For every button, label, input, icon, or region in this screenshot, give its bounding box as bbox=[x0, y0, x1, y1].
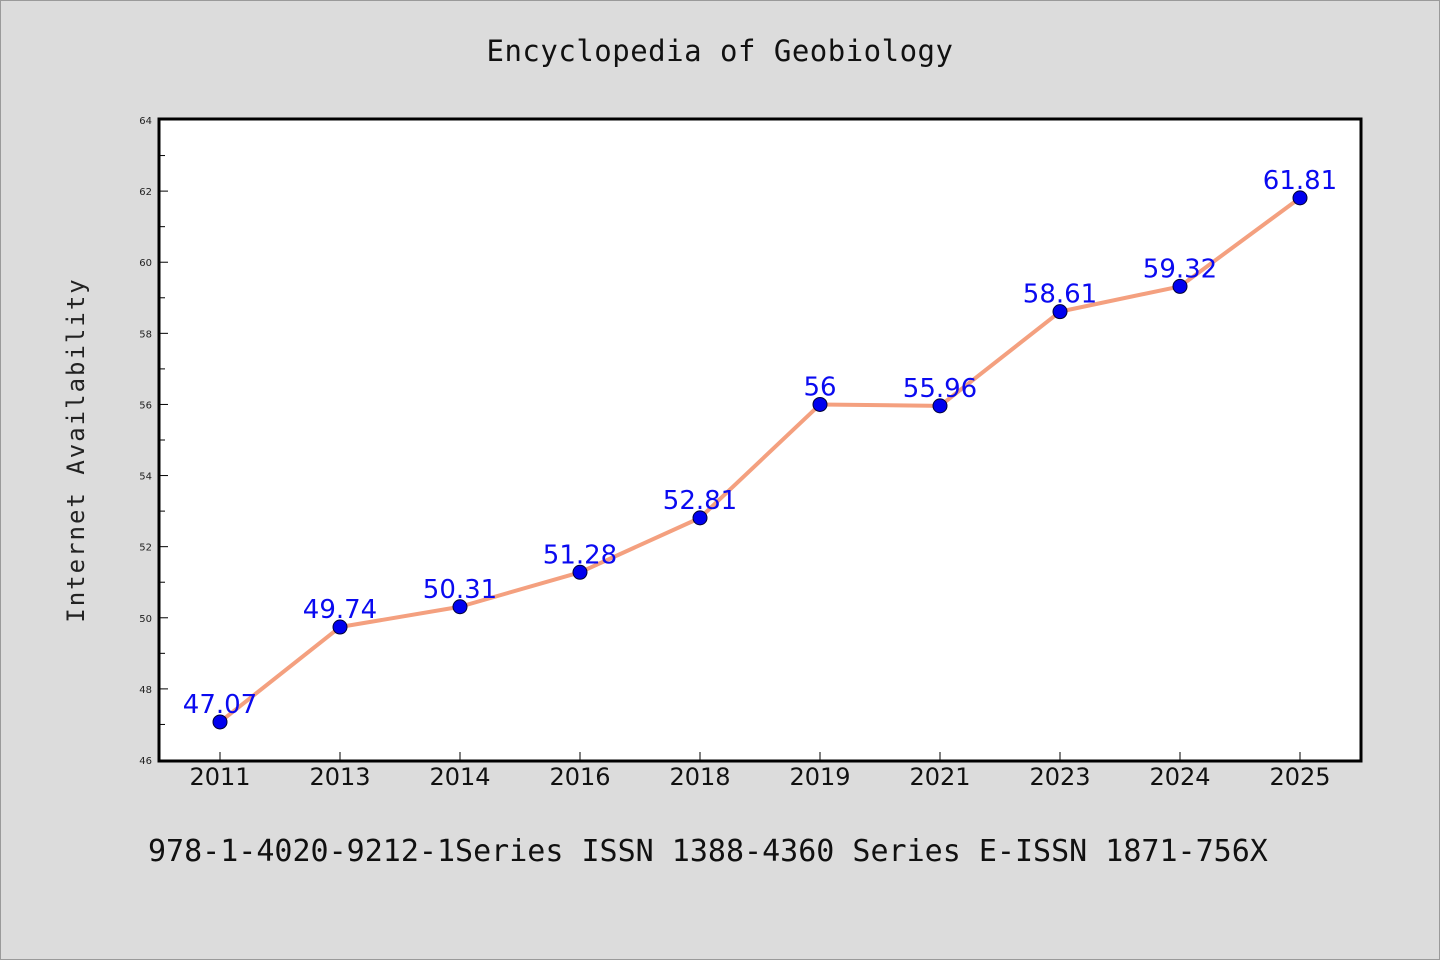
data-point bbox=[452, 599, 468, 615]
data-point bbox=[1292, 190, 1308, 206]
data-label: 52.81 bbox=[663, 486, 737, 516]
y-tick-label: 60 bbox=[139, 258, 152, 269]
series-point-group bbox=[212, 190, 1308, 730]
y-tick-label: 64 bbox=[139, 116, 152, 127]
data-label: 59.32 bbox=[1143, 254, 1217, 284]
data-label: 47.07 bbox=[183, 690, 257, 720]
plot-area bbox=[157, 117, 1363, 763]
data-label: 55.96 bbox=[903, 374, 977, 404]
y-tick-label: 46 bbox=[139, 756, 152, 767]
series-line-group bbox=[218, 195, 1302, 724]
chart-title: Encyclopedia of Geobiology bbox=[486, 34, 954, 68]
data-label: 49.74 bbox=[303, 595, 377, 625]
x-axis: 2011 2013 2014 2016 2018 2019 2021 2023 2024 2025 bbox=[189, 752, 1331, 791]
data-point bbox=[692, 510, 708, 526]
x-tick-label: 2014 bbox=[429, 763, 490, 791]
data-point bbox=[812, 396, 828, 412]
data-label: 50.31 bbox=[423, 575, 497, 605]
x-tick-label: 2013 bbox=[309, 763, 370, 791]
x-tick-label: 2018 bbox=[669, 763, 730, 791]
y-tick-label: 58 bbox=[139, 329, 152, 340]
x-tick-label: 2011 bbox=[189, 763, 250, 791]
data-point bbox=[212, 714, 228, 730]
data-label: 61.81 bbox=[1263, 166, 1337, 196]
data-label: 56 bbox=[803, 372, 836, 402]
data-label-group: 47.07 49.74 50.31 51.28 52.81 56 55.96 58.61 59.… bbox=[183, 166, 1337, 720]
x-tick-label: 2024 bbox=[1149, 763, 1210, 791]
data-point bbox=[1172, 278, 1188, 294]
y-tick-label: 56 bbox=[139, 400, 152, 411]
data-point bbox=[332, 619, 348, 635]
data-label: 51.28 bbox=[543, 540, 617, 570]
x-tick-label: 2016 bbox=[549, 763, 610, 791]
x-tick-label: 2021 bbox=[909, 763, 970, 791]
footer-note: 978-1-4020-9212-1Series ISSN 1388-4360 S… bbox=[148, 834, 1268, 869]
data-point bbox=[1052, 304, 1068, 320]
y-tick-label: 50 bbox=[139, 614, 152, 625]
y-tick-label: 52 bbox=[139, 543, 152, 554]
y-tick-label: 48 bbox=[139, 685, 152, 696]
x-tick-label: 2023 bbox=[1029, 763, 1090, 791]
data-label: 58.61 bbox=[1023, 280, 1097, 310]
x-tick-label: 2019 bbox=[789, 763, 850, 791]
data-point bbox=[932, 398, 948, 414]
y-tick-label: 62 bbox=[139, 187, 152, 198]
series-line bbox=[218, 195, 1302, 724]
y-tick-label: 54 bbox=[139, 472, 152, 483]
y-axis: 46 48 50 52 54 56 58 60 62 64 bbox=[139, 116, 168, 767]
x-tick-label: 2025 bbox=[1269, 763, 1330, 791]
data-point bbox=[572, 564, 588, 580]
